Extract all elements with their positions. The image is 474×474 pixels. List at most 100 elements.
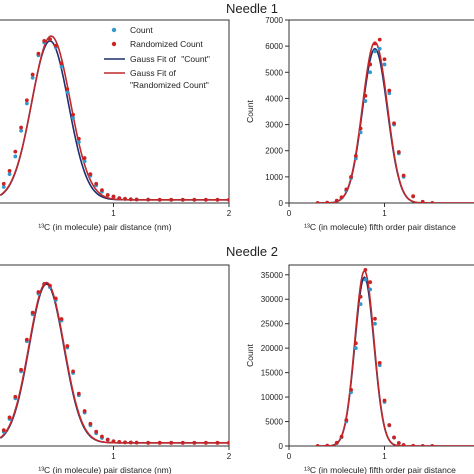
point-randomized xyxy=(377,360,382,365)
y-tick-label: 20000 xyxy=(261,344,284,353)
point-randomized xyxy=(157,440,162,445)
y-axis-label: Count xyxy=(245,344,255,367)
point-randomized xyxy=(353,341,358,346)
plot-area xyxy=(0,35,229,202)
point-randomized xyxy=(24,337,29,342)
point-randomized xyxy=(363,267,368,272)
point-count xyxy=(373,321,377,326)
point-count xyxy=(59,64,64,69)
fit-line-count xyxy=(0,283,229,444)
y-tick-label: 1000 xyxy=(265,173,283,182)
point-randomized xyxy=(227,197,229,202)
point-randomized xyxy=(42,282,47,286)
x-tick-label: 1 xyxy=(382,209,387,218)
point-randomized xyxy=(128,440,133,445)
point-randomized xyxy=(339,434,344,439)
title-needle-2: Needle 2 xyxy=(226,244,278,259)
point-randomized xyxy=(344,187,349,192)
point-count xyxy=(30,75,35,80)
y-tick-label: 5000 xyxy=(265,68,283,77)
point-randomized xyxy=(430,444,435,446)
point-randomized xyxy=(105,193,110,197)
x-tick-label: 1 xyxy=(111,452,116,461)
x-tick-label: 0 xyxy=(287,209,292,218)
point-randomized xyxy=(105,437,110,442)
y-tick-label: 3000 xyxy=(265,121,283,130)
point-randomized xyxy=(349,387,353,392)
plot-area xyxy=(315,267,474,446)
point-randomized xyxy=(19,125,23,130)
point-randomized xyxy=(315,444,320,446)
point-randomized xyxy=(204,197,208,202)
y-tick-label: 0 xyxy=(279,199,284,208)
point-count xyxy=(19,128,23,133)
plot-area xyxy=(315,37,474,203)
plot-area xyxy=(0,281,229,445)
point-randomized xyxy=(420,199,425,203)
point-count xyxy=(13,154,18,159)
point-randomized xyxy=(315,201,320,203)
point-randomized xyxy=(36,290,41,294)
fit-line-randomized xyxy=(317,269,474,446)
point-randomized xyxy=(71,369,75,374)
point-randomized xyxy=(88,421,93,426)
plot-frame xyxy=(288,264,474,447)
plot-needle2-fifth-order: 0 1 0 5000 10000 15000 20000 25000 30000 35000 ¹³C… xyxy=(245,264,474,474)
point-count xyxy=(82,159,87,164)
point-randomized xyxy=(117,196,122,201)
point-randomized xyxy=(82,156,87,160)
fit-line-count xyxy=(317,48,474,203)
point-randomized xyxy=(339,195,344,200)
point-randomized xyxy=(180,197,185,202)
x-axis-label: ¹³C (in molecule) pair distance (nm) xyxy=(38,222,171,232)
point-count xyxy=(358,130,363,135)
point-randomized xyxy=(349,174,353,179)
point-randomized xyxy=(368,62,373,67)
point-randomized xyxy=(401,443,406,446)
point-randomized xyxy=(146,440,151,445)
point-count xyxy=(24,101,29,106)
x-axis-label: ¹³C (in molecule) fifth order pair dista… xyxy=(304,222,456,232)
point-randomized xyxy=(192,197,197,202)
point-randomized xyxy=(100,188,104,193)
point-count xyxy=(377,46,382,51)
point-randomized xyxy=(7,415,12,420)
point-count xyxy=(382,62,387,67)
point-randomized xyxy=(334,440,339,445)
plot-needle1-fifth-order: 0 1 0 1000 2000 3000 4000 5000 6000 7000 ¹³C (in m… xyxy=(245,16,474,232)
point-randomized xyxy=(128,197,133,202)
legend-label-fit-count-2: "Count" xyxy=(181,54,210,64)
plot-frame xyxy=(0,264,230,447)
point-randomized xyxy=(387,88,392,93)
point-randomized xyxy=(134,440,139,445)
point-randomized xyxy=(169,440,174,445)
x-tick-label: 1 xyxy=(111,209,116,218)
plot-needle1-pair-distance: 0 1 2 ¹³C (in molecule) pair distance (nm) xyxy=(0,19,232,232)
point-count xyxy=(358,302,363,307)
x-tick-label: 1 xyxy=(382,452,387,461)
point-randomized xyxy=(1,428,6,433)
point-randomized xyxy=(420,444,425,446)
point-randomized xyxy=(334,198,339,203)
legend-label-randomized: Randomized Count xyxy=(130,39,203,49)
point-randomized xyxy=(19,367,23,372)
point-randomized xyxy=(24,98,29,103)
point-randomized xyxy=(373,316,377,321)
point-randomized xyxy=(382,398,387,403)
y-tick-label: 4000 xyxy=(265,94,283,103)
y-tick-label: 25000 xyxy=(261,320,284,329)
point-randomized xyxy=(325,443,330,446)
point-randomized xyxy=(204,440,208,445)
point-randomized xyxy=(123,196,127,201)
point-randomized xyxy=(353,154,358,158)
point-randomized xyxy=(30,72,35,77)
y-tick-label: 30000 xyxy=(261,295,284,304)
point-randomized xyxy=(215,440,220,445)
point-randomized xyxy=(227,440,229,445)
point-randomized xyxy=(180,440,185,445)
y-tick-label: 7000 xyxy=(265,16,283,25)
point-randomized xyxy=(111,439,116,444)
point-count xyxy=(65,90,70,95)
legend-label-fit-count: Gauss Fit of "Count" xyxy=(130,54,210,64)
